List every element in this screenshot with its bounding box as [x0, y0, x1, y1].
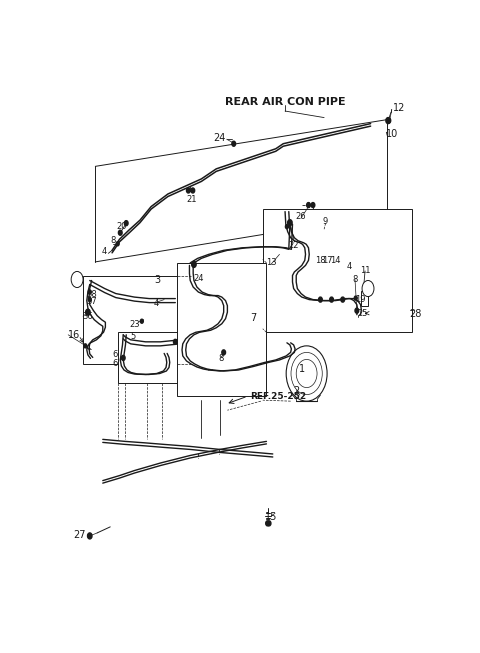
Circle shape	[330, 297, 334, 302]
Text: 15: 15	[265, 513, 277, 522]
Text: 36: 36	[83, 311, 93, 321]
Text: 37: 37	[87, 297, 97, 306]
Text: 22: 22	[288, 242, 299, 250]
Bar	[361, 291, 368, 306]
Text: REAR AIR CON PIPE: REAR AIR CON PIPE	[225, 97, 346, 107]
Circle shape	[307, 202, 311, 208]
Text: 4: 4	[347, 263, 352, 272]
Circle shape	[84, 344, 87, 348]
Circle shape	[362, 281, 374, 296]
Text: 17: 17	[322, 256, 333, 265]
Circle shape	[140, 319, 144, 323]
Circle shape	[288, 219, 292, 226]
Text: 4: 4	[102, 247, 107, 257]
Circle shape	[311, 202, 315, 208]
Text: 3: 3	[155, 276, 160, 285]
Text: 18: 18	[315, 256, 325, 265]
Text: 19: 19	[355, 295, 365, 304]
Circle shape	[71, 272, 83, 287]
Text: 20: 20	[117, 221, 127, 231]
Circle shape	[121, 355, 125, 360]
Text: 8: 8	[352, 275, 358, 284]
Text: A: A	[74, 275, 80, 284]
Circle shape	[116, 242, 119, 246]
Text: 13: 13	[265, 259, 276, 267]
Text: 4: 4	[153, 298, 158, 308]
Text: 9: 9	[323, 217, 328, 226]
Circle shape	[88, 290, 91, 294]
Bar	[118, 332, 192, 383]
Circle shape	[186, 188, 190, 193]
Circle shape	[286, 225, 288, 229]
Text: 26: 26	[295, 212, 306, 221]
Bar	[263, 209, 411, 332]
Circle shape	[267, 521, 271, 526]
Circle shape	[319, 297, 322, 302]
Text: 24: 24	[193, 274, 204, 283]
Text: 16: 16	[68, 330, 81, 340]
Circle shape	[124, 221, 128, 226]
Circle shape	[387, 118, 391, 123]
Text: 5: 5	[130, 332, 135, 341]
Text: 2: 2	[293, 386, 300, 396]
Text: 6: 6	[112, 350, 118, 359]
Circle shape	[87, 533, 92, 539]
Bar	[177, 263, 266, 396]
Text: 14: 14	[330, 256, 340, 265]
Text: 8: 8	[110, 236, 116, 246]
Text: 6: 6	[112, 359, 118, 368]
Text: 21: 21	[187, 195, 197, 204]
Text: REF.25-252: REF.25-252	[250, 392, 306, 401]
Text: 10: 10	[386, 129, 398, 138]
Circle shape	[88, 298, 91, 302]
Text: 24: 24	[213, 133, 226, 143]
Text: 4: 4	[85, 343, 91, 353]
Circle shape	[386, 118, 390, 123]
Text: 8: 8	[218, 354, 223, 363]
Circle shape	[85, 309, 90, 315]
Text: A: A	[365, 284, 371, 293]
Text: 1: 1	[299, 364, 305, 374]
Text: 12: 12	[393, 103, 405, 113]
Circle shape	[173, 340, 177, 344]
Circle shape	[354, 296, 357, 300]
Text: 7: 7	[250, 313, 256, 323]
Circle shape	[191, 188, 195, 193]
Text: 23: 23	[130, 320, 141, 329]
Circle shape	[222, 350, 226, 355]
Text: 27: 27	[73, 530, 85, 541]
Text: 38: 38	[87, 289, 97, 298]
Circle shape	[192, 261, 196, 268]
Circle shape	[355, 308, 359, 313]
Circle shape	[232, 141, 236, 146]
Circle shape	[119, 231, 122, 235]
Circle shape	[341, 297, 345, 302]
Text: 28: 28	[410, 309, 422, 319]
Text: 25: 25	[358, 309, 368, 317]
Circle shape	[266, 521, 269, 526]
Text: 11: 11	[360, 266, 370, 275]
Bar	[83, 276, 191, 364]
